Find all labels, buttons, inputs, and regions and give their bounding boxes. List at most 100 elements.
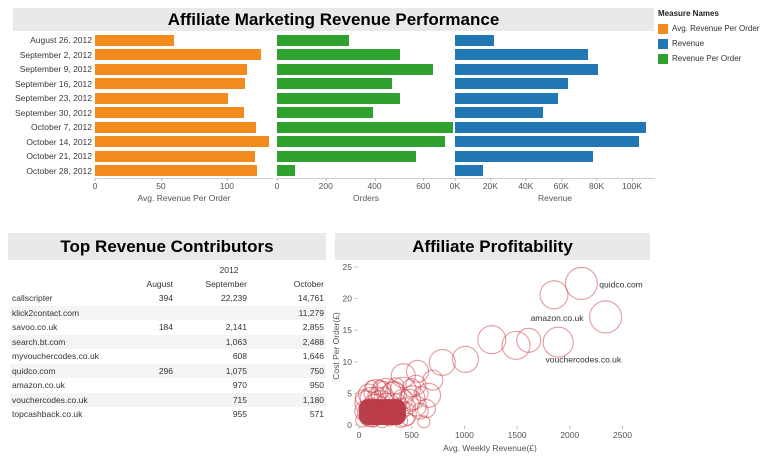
bar-revenue[interactable] (455, 136, 640, 148)
legend-items: Avg. Revenue Per Order Revenue Revenue Per… (658, 21, 766, 66)
year-header: 2012 (219, 264, 239, 275)
scatter-point[interactable] (477, 325, 507, 355)
legend-item[interactable]: Revenue (658, 36, 766, 51)
table-row[interactable]: amazon.co.uk 970 950 (10, 378, 326, 393)
bar-avg-revenue-per-order[interactable] (95, 150, 255, 162)
scatter-point[interactable] (564, 266, 598, 300)
scatter-point[interactable] (451, 345, 480, 373)
table-row[interactable]: quidco.com 296 1,075 750 (10, 363, 326, 378)
axis-tick-label: 0K (449, 178, 461, 191)
table-row[interactable]: vouchercodes.co.uk 715 1,180 (10, 392, 326, 407)
category-label: September 9, 2012 (19, 64, 92, 74)
month-header-row: August September October (10, 276, 326, 291)
scatter-point[interactable] (428, 348, 456, 376)
scatter-point[interactable] (372, 379, 388, 395)
bar-orders[interactable] (277, 78, 392, 90)
scatter-point[interactable] (501, 330, 531, 360)
bar-orders[interactable] (277, 34, 349, 46)
scatter-point[interactable] (366, 414, 380, 428)
table-row[interactable]: topcashback.co.uk 955 571 (10, 407, 326, 422)
scatter-point[interactable] (417, 415, 431, 429)
scatter-point[interactable] (387, 377, 405, 395)
scatter-point[interactable] (396, 397, 416, 417)
bar-avg-revenue-per-order[interactable] (95, 34, 175, 46)
affiliate-name: search.bt.com (12, 336, 66, 347)
scatter-point[interactable] (365, 379, 379, 393)
column-header: October (293, 278, 324, 289)
scatter-point[interactable] (354, 389, 372, 407)
bar-avg-revenue-per-order[interactable] (95, 49, 262, 61)
bar-revenue[interactable] (455, 165, 484, 177)
scatter-point[interactable] (405, 374, 427, 396)
bar-orders[interactable] (277, 150, 416, 162)
table-row[interactable]: klick2contact.com 11,279 (10, 305, 326, 320)
bar-orders[interactable] (277, 63, 434, 75)
scatter-point[interactable] (422, 369, 444, 391)
bar-revenue[interactable] (455, 107, 544, 119)
bar-row (277, 164, 455, 179)
bar-row (277, 91, 455, 106)
axis-tick-label: 0 (92, 178, 98, 191)
bar-avg-revenue-per-order[interactable] (95, 78, 246, 90)
bar-orders[interactable] (277, 92, 401, 104)
axis-tick-label: 20K (482, 178, 498, 191)
y-tick-label: 20 (343, 294, 353, 304)
scatter-point[interactable] (416, 399, 437, 419)
axis-tick-label: 200 (318, 178, 333, 191)
table-row[interactable]: myvouchercodes.co.uk 608 1,646 (10, 349, 326, 364)
bar-revenue[interactable] (455, 78, 569, 90)
scatter-point[interactable] (390, 363, 416, 389)
scatter-point[interactable] (539, 280, 569, 310)
bar-orders[interactable] (277, 107, 374, 119)
scatter-point[interactable] (374, 381, 392, 399)
scatter-point[interactable] (363, 378, 389, 405)
scatter-title: Affiliate Profitability (335, 233, 650, 260)
bar-avg-revenue-per-order[interactable] (95, 92, 229, 104)
table-cell: 2,488 (302, 336, 324, 347)
table-cell: 22,239 (221, 293, 247, 304)
bar-revenue[interactable] (455, 49, 588, 61)
table-row[interactable]: savoo.co.uk 184 2,141 2,855 (10, 320, 326, 335)
scatter-point[interactable] (391, 401, 417, 427)
x-axis-ticks: 0 50 100 (92, 178, 273, 191)
bar-revenue[interactable] (455, 121, 647, 133)
point-label: quidco.com (599, 280, 642, 290)
scatter-point[interactable] (359, 386, 383, 411)
scatter-point[interactable] (589, 300, 623, 334)
bar-orders[interactable] (277, 165, 295, 177)
bar-orders[interactable] (277, 121, 453, 133)
scatter-point[interactable] (401, 412, 415, 426)
bar-revenue[interactable] (455, 150, 594, 162)
bar-revenue[interactable] (455, 92, 558, 104)
bar-row (455, 91, 655, 106)
bar-revenue[interactable] (455, 34, 494, 46)
bar-avg-revenue-per-order[interactable] (95, 121, 256, 133)
legend-item[interactable]: Revenue Per Order (658, 51, 766, 66)
scatter-point[interactable] (516, 327, 542, 353)
bar-revenue[interactable] (455, 63, 599, 75)
x-tick-label: 0 (357, 430, 362, 440)
scatter-y-axis-title: Cost Per Order(£) (331, 312, 341, 380)
scatter-point[interactable] (389, 376, 417, 404)
table-cell: 1,180 (302, 394, 324, 405)
scatter-point[interactable] (542, 326, 574, 358)
table-cell: 296 (158, 365, 173, 376)
table-cell: 11,279 (298, 307, 324, 318)
y-tick-label: 10 (343, 357, 353, 367)
scatter-x-axis-title: Avg. Weekly Revenue(£) (443, 443, 537, 453)
table-row[interactable]: search.bt.com 1,063 2,488 (10, 334, 326, 349)
scatter-point[interactable] (405, 359, 430, 383)
bar-orders[interactable] (277, 136, 446, 148)
affiliate-name: vouchercodes.co.uk (12, 394, 88, 405)
bar-avg-revenue-per-order[interactable] (95, 165, 258, 177)
table-cell: 571 (309, 409, 324, 420)
bar-avg-revenue-per-order[interactable] (95, 63, 247, 75)
bar-orders[interactable] (277, 49, 401, 61)
table-row[interactable]: callscripter 394 22,239 14,761 (10, 291, 326, 306)
bar-avg-revenue-per-order[interactable] (95, 136, 270, 148)
scatter-point[interactable] (413, 385, 429, 401)
legend-item[interactable]: Avg. Revenue Per Order (658, 21, 766, 36)
scatter-point[interactable] (376, 403, 396, 423)
bar-avg-revenue-per-order[interactable] (95, 107, 244, 119)
